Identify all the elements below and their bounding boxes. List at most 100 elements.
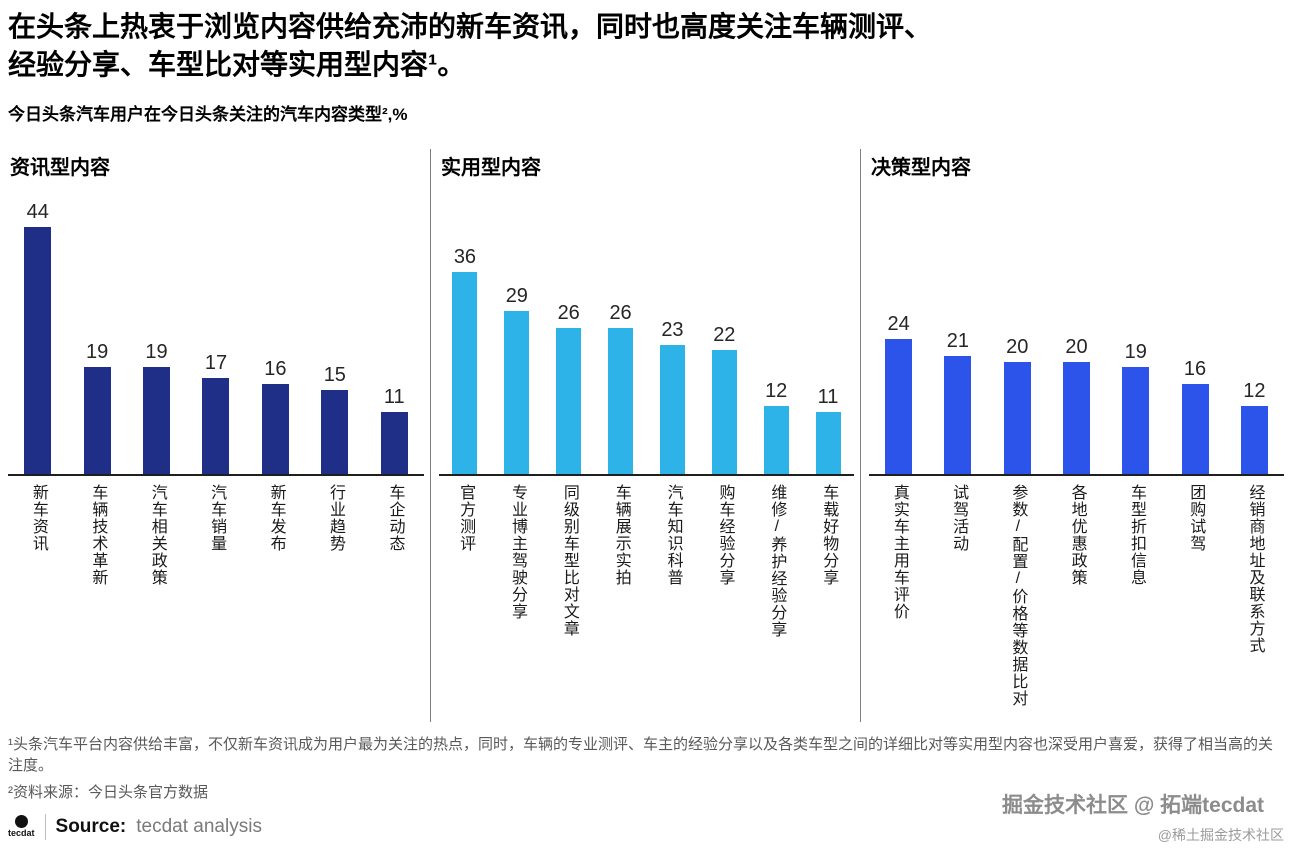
bar-group: 12 <box>1225 380 1284 474</box>
bar <box>711 350 737 474</box>
category-label: 参数/配置/价格等数据比对 <box>1009 483 1027 707</box>
watermark-primary: 掘金技术社区 @ 拓端tecdat <box>1002 794 1264 817</box>
watermark-secondary: @稀土掘金技术社区 <box>1157 827 1284 843</box>
category-label: 专业博主驾驶分享 <box>509 483 526 620</box>
bar-value-label: 23 <box>661 318 684 341</box>
bar-value-label: 11 <box>383 386 405 408</box>
bar-area: 36 29 26 26 23 22 12 11 <box>439 194 854 476</box>
bar-group: 19 <box>127 341 186 474</box>
bar-value-label: 11 <box>817 386 839 408</box>
bar-value-label: 16 <box>1183 358 1207 380</box>
category-label: 购车经验分享 <box>716 483 734 586</box>
bar-group: 26 <box>543 302 595 474</box>
panel-title: 实用型内容 <box>441 156 541 179</box>
category-label-slot: 车辆技术革新 <box>67 484 126 722</box>
bar <box>815 412 841 474</box>
category-label: 车型折扣信息 <box>1127 483 1145 586</box>
category-label-slot: 官方测评 <box>439 484 491 722</box>
category-label-slot: 车企动态 <box>365 484 424 722</box>
category-label: 试驾活动 <box>950 483 968 552</box>
category-label-slot: 购车经验分享 <box>698 484 750 722</box>
bar-group: 12 <box>750 380 802 474</box>
bar-value-label: 15 <box>323 363 346 386</box>
bar-value-label: 16 <box>264 358 287 380</box>
category-label: 真实车主用车评价 <box>890 483 908 620</box>
bar-value-label: 20 <box>1065 335 1088 358</box>
panel-title: 决策型内容 <box>871 156 971 179</box>
bar-group: 19 <box>1106 341 1165 474</box>
category-label: 维修/养护经验分享 <box>768 483 786 638</box>
bar-group: 11 <box>365 386 424 474</box>
bar-group: 36 <box>439 246 491 474</box>
page-title-line2: 经验分享、车型比对等实用型内容¹。 <box>8 48 466 80</box>
bar-group: 16 <box>1165 358 1224 474</box>
bar-value-label: 26 <box>609 302 632 324</box>
category-label: 团购试驾 <box>1187 483 1205 552</box>
panel-decision-content: 决策型内容 24 21 20 20 19 16 12 真实车主用车评价 试驾活动 参数/配置/价… <box>860 148 1290 722</box>
category-labels: 新车资讯 车辆技术革新 汽车相关政策 汽车销量 新车发布 行业趋势 车企动态 <box>8 484 424 722</box>
category-label-slot: 汽车销量 <box>186 484 245 722</box>
bar-value-label: 20 <box>1006 335 1029 358</box>
category-label: 车辆展示实拍 <box>612 483 630 586</box>
category-label: 新车发布 <box>267 483 285 552</box>
category-label-slot: 各地优惠政策 <box>1047 484 1106 722</box>
bar-group: 16 <box>246 358 305 474</box>
category-label-slot: 团购试驾 <box>1165 484 1224 722</box>
bar <box>885 339 913 474</box>
category-labels: 真实车主用车评价 试驾活动 参数/配置/价格等数据比对 各地优惠政策 车型折扣信息 团购试… <box>869 484 1284 722</box>
category-label: 新车资讯 <box>29 483 47 552</box>
bar <box>504 311 530 474</box>
bar <box>1181 384 1209 474</box>
bar-value-label: 29 <box>505 285 528 308</box>
category-label: 车企动态 <box>386 483 404 552</box>
category-label: 汽车销量 <box>208 483 226 552</box>
tecdat-logo: tecdat <box>8 815 35 838</box>
category-label-slot: 新车资讯 <box>8 484 67 722</box>
chart-panels: 资讯型内容 44 19 19 17 16 15 11 新车资讯 车辆技术革新 汽车相关政策 汽车销… <box>0 148 1290 722</box>
source-text: tecdat analysis <box>136 815 262 837</box>
bar-value-label: 36 <box>453 246 477 268</box>
page-title: 在头条上热衷于浏览内容供给充沛的新车资讯，同时也高度关注车辆测评、 经验分享、车… <box>8 8 1282 84</box>
bar-group: 44 <box>8 201 67 474</box>
bar <box>1003 361 1031 474</box>
bar-value-label: 19 <box>145 341 168 364</box>
category-label: 经销商地址及联系方式 <box>1246 483 1264 654</box>
category-label: 车辆技术革新 <box>89 483 107 586</box>
category-label: 车载好物分享 <box>820 483 838 586</box>
tecdat-logo-icon <box>14 815 28 829</box>
bar-value-label: 21 <box>946 330 970 352</box>
category-label-slot: 汽车知识科普 <box>647 484 699 722</box>
bar-group: 24 <box>869 313 928 474</box>
bar <box>659 344 685 474</box>
bar <box>202 378 230 474</box>
bar-group: 15 <box>305 364 364 474</box>
bar-group: 17 <box>186 352 245 474</box>
page-title-line1: 在头条上热衷于浏览内容供给充沛的新车资讯，同时也高度关注车辆测评、 <box>8 11 933 42</box>
bar-group: 26 <box>595 302 647 474</box>
bar-value-label: 12 <box>1243 380 1266 403</box>
category-label-slot: 行业趋势 <box>305 484 364 722</box>
bar <box>1122 367 1150 474</box>
category-label-slot: 专业博主驾驶分享 <box>491 484 543 722</box>
category-label-slot: 维修/养护经验分享 <box>750 484 802 722</box>
category-labels: 官方测评 专业博主驾驶分享 同级别车型比对文章 车辆展示实拍 汽车知识科普 购车经验分享 维… <box>439 484 854 722</box>
bar-value-label: 44 <box>26 201 49 224</box>
category-label-slot: 车型折扣信息 <box>1106 484 1165 722</box>
tecdat-logo-text: tecdat <box>8 828 35 839</box>
bar <box>83 367 111 474</box>
panel-practical-content: 实用型内容 36 29 26 26 23 22 12 11 官方测评 专业博主驾驶分享 同级别车型… <box>430 148 860 722</box>
bar-group: 21 <box>928 330 987 474</box>
bar <box>452 272 478 474</box>
source-row: tecdat Source: tecdat analysis <box>8 813 1290 840</box>
bar-value-label: 24 <box>887 313 910 336</box>
bar-value-label: 26 <box>557 302 580 324</box>
bar-area: 44 19 19 17 16 15 11 <box>8 194 424 476</box>
bar-group: 29 <box>491 285 543 474</box>
bar <box>143 367 171 474</box>
category-label: 汽车相关政策 <box>148 483 166 586</box>
footnote-1: ¹头条汽车平台内容供给丰富，不仅新车资讯成为用户最为关注的热点，同时，车辆的专业… <box>8 735 1274 775</box>
bar <box>261 384 289 474</box>
source-label: Source: <box>55 815 127 837</box>
bar-group: 20 <box>1047 336 1106 474</box>
bar <box>24 227 52 474</box>
